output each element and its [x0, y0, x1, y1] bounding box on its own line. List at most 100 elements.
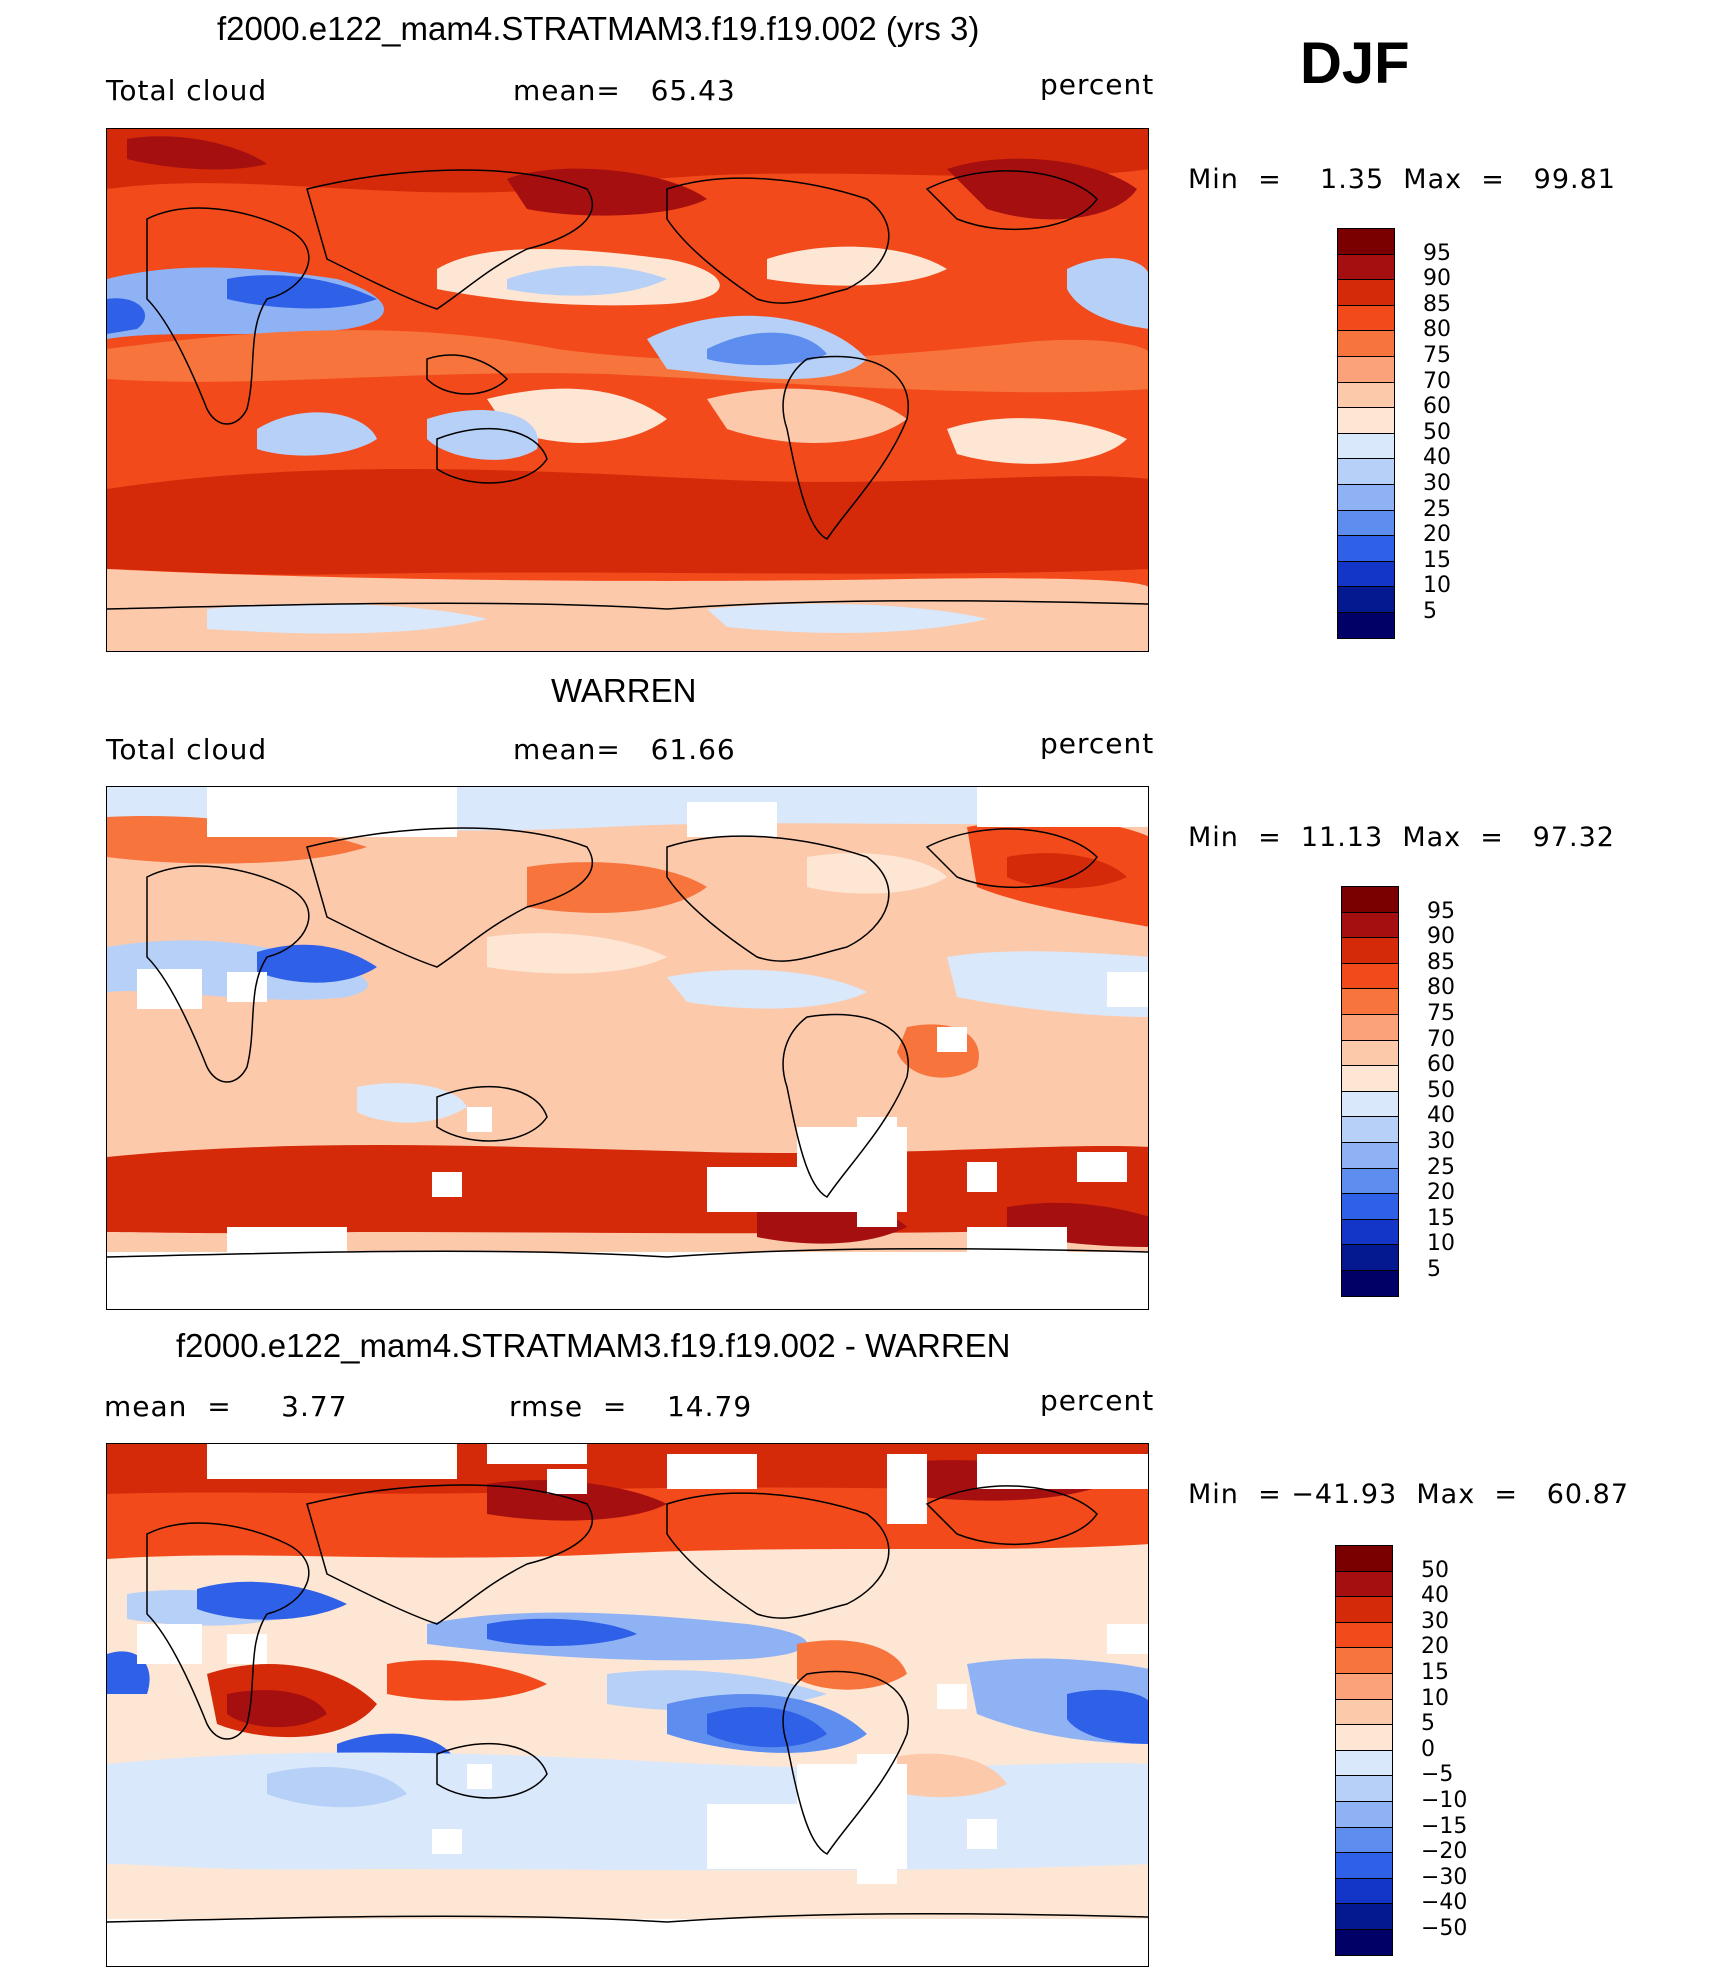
min-max-readout: Min = 11.13 Max = 97.32	[1188, 822, 1615, 853]
units-label: percent	[1040, 727, 1155, 760]
colorbar-swatch	[1337, 509, 1395, 537]
colorbar-label: 0	[1421, 1736, 1435, 1762]
colorbar-label: 50	[1421, 1557, 1449, 1583]
colorbar-label: −40	[1421, 1890, 1468, 1916]
colorbar-swatch	[1335, 1596, 1393, 1623]
colorbar-swatch	[1335, 1647, 1393, 1674]
colorbar-swatch	[1335, 1801, 1393, 1828]
colorbar-swatch	[1335, 1877, 1393, 1905]
colorbar-swatch	[1341, 1090, 1399, 1118]
colorbar-label: 60	[1423, 394, 1451, 420]
colorbar-swatch	[1335, 1826, 1393, 1854]
colorbar-label: −20	[1421, 1839, 1468, 1865]
colorbar-label: 10	[1423, 573, 1451, 599]
colorbar-swatch	[1341, 1039, 1399, 1067]
units-label: percent	[1040, 1384, 1155, 1417]
colorbar-label: 85	[1423, 291, 1451, 317]
colorbar-label: 10	[1427, 1231, 1455, 1257]
panel-title: WARREN	[551, 672, 697, 709]
colorbar-swatch	[1337, 458, 1395, 485]
colorbar-swatch	[1337, 560, 1395, 588]
colorbar-swatch	[1335, 1929, 1393, 1956]
colorbar-swatch	[1337, 586, 1395, 613]
units-label: percent	[1040, 68, 1155, 101]
colorbar-swatch	[1341, 886, 1399, 913]
colorbar-swatch	[1341, 937, 1399, 964]
colorbar-swatch	[1341, 1014, 1399, 1041]
colorbar-swatch	[1337, 228, 1395, 255]
colorbar-label: 40	[1427, 1103, 1455, 1129]
colorbar-swatch	[1335, 1545, 1393, 1572]
colorbar-label: 60	[1427, 1052, 1455, 1078]
colorbar-label: 25	[1427, 1154, 1455, 1180]
colorbar-swatch	[1337, 484, 1395, 511]
colorbar-swatch	[1341, 1193, 1399, 1220]
colorbar-swatch	[1341, 1167, 1399, 1195]
colorbar-label: −5	[1421, 1762, 1454, 1788]
panel-title: f2000.e122_mam4.STRATMAM3.f19.f19.002 (y…	[217, 10, 980, 47]
colorbar-swatch	[1337, 330, 1395, 357]
colorbar-label: 75	[1427, 1001, 1455, 1026]
colorbar-label: −15	[1421, 1813, 1468, 1839]
mean-label: mean = 3.77	[104, 1390, 348, 1423]
colorbar-swatch	[1341, 1142, 1399, 1169]
colorbar-label: 15	[1423, 547, 1451, 573]
colorbar-swatch	[1337, 253, 1395, 281]
colorbar-label: 5	[1427, 1257, 1441, 1282]
colorbar-swatch	[1335, 1852, 1393, 1879]
map-warren-cloud	[106, 786, 1149, 1310]
colorbar-swatch	[1341, 988, 1399, 1015]
colorbar-label: −30	[1421, 1864, 1468, 1890]
min-max-readout: Min = −41.93 Max = 60.87	[1188, 1479, 1630, 1510]
colorbar-label: −10	[1421, 1788, 1468, 1813]
colorbar-swatch	[1337, 356, 1395, 383]
min-max-readout: Min = 1.35 Max = 99.81	[1188, 164, 1616, 195]
colorbar-label: 5	[1423, 599, 1437, 624]
field-label: Total cloud	[106, 733, 268, 766]
mean-label: mean= 65.43	[513, 74, 736, 107]
colorbar-label: 30	[1427, 1129, 1455, 1154]
colorbar-label: 50	[1423, 419, 1451, 445]
colorbar-swatch	[1341, 911, 1399, 939]
colorbar-label: 80	[1423, 317, 1451, 343]
colorbar-swatch	[1335, 1621, 1393, 1649]
colorbar-label: 70	[1427, 1026, 1455, 1052]
map-model-cloud	[106, 128, 1149, 652]
colorbar-swatch	[1337, 407, 1395, 434]
colorbar-swatch	[1335, 1570, 1393, 1598]
colorbar-swatch	[1341, 1116, 1399, 1143]
colorbar-swatch	[1335, 1673, 1393, 1700]
colorbar-label: 90	[1423, 266, 1451, 292]
colorbar-label: 20	[1421, 1634, 1449, 1660]
colorbar-label: 20	[1427, 1180, 1455, 1206]
colorbar-swatch	[1337, 304, 1395, 332]
colorbar-label: 85	[1427, 949, 1455, 975]
colorbar-swatch	[1337, 381, 1395, 409]
rmse-label: rmse = 14.79	[509, 1390, 753, 1423]
mean-label: mean= 61.66	[513, 733, 736, 766]
season-label: DJF	[1300, 31, 1410, 96]
colorbar-label: 95	[1427, 898, 1455, 924]
colorbar-label: 15	[1421, 1660, 1449, 1685]
colorbar-label: 90	[1427, 924, 1455, 950]
colorbar-swatch	[1335, 1775, 1393, 1802]
colorbar-label: 80	[1427, 975, 1455, 1001]
colorbar-swatch	[1341, 1065, 1399, 1092]
colorbar-label: 30	[1423, 471, 1451, 496]
colorbar-label: −50	[1421, 1916, 1468, 1941]
field-label: Total cloud	[106, 74, 268, 107]
colorbar-label: 25	[1423, 496, 1451, 522]
colorbar-label: 50	[1427, 1077, 1455, 1103]
colorbar-swatch	[1335, 1698, 1393, 1726]
colorbar-swatch	[1335, 1903, 1393, 1930]
colorbar-swatch	[1337, 432, 1395, 460]
colorbar-swatch	[1337, 612, 1395, 639]
colorbar-label: 95	[1423, 240, 1451, 266]
colorbar-swatch	[1335, 1724, 1393, 1751]
colorbar-swatch	[1337, 279, 1395, 306]
colorbar-label: 40	[1423, 445, 1451, 471]
colorbar-label: 40	[1421, 1583, 1449, 1609]
colorbar-label: 75	[1423, 343, 1451, 368]
colorbar-label: 15	[1427, 1205, 1455, 1231]
colorbar-swatch	[1337, 535, 1395, 562]
